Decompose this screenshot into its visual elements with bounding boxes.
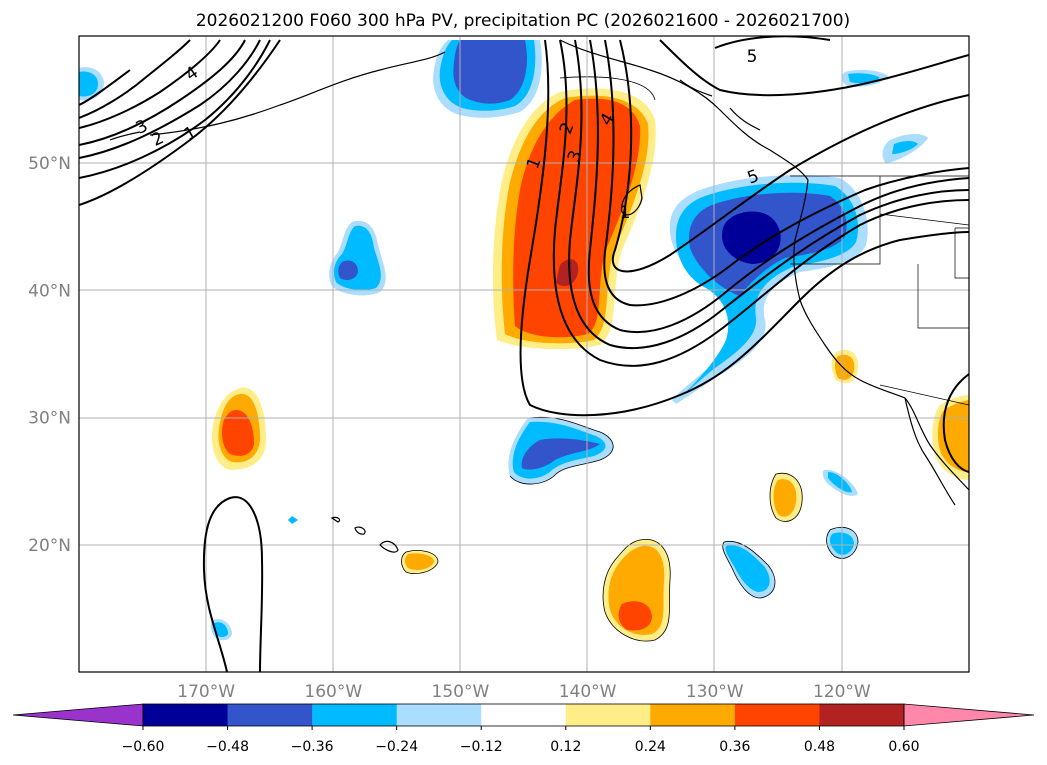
colorbar-tick-label: 0.24 xyxy=(635,739,666,755)
precip-outlines xyxy=(401,76,859,642)
colorbar-segment xyxy=(143,704,229,726)
lon-tick-label: 150°W xyxy=(432,682,490,702)
colorbar-tick-label: −0.24 xyxy=(375,739,418,755)
colorbar-tick-label: −0.12 xyxy=(460,739,503,755)
chart-title: 2026021200 F060 300 hPa PV, precipitatio… xyxy=(196,11,850,31)
colorbar-tick-label: 0.60 xyxy=(888,739,919,755)
colorbar-extend-max xyxy=(903,703,1035,727)
colorbar-tick-label: 0.36 xyxy=(719,739,750,755)
colorbar-tick-label: −0.48 xyxy=(206,739,249,755)
colorbar-tick-label: −0.60 xyxy=(122,739,165,755)
lat-tick-label: 40°N xyxy=(28,281,71,301)
colorbar-outline xyxy=(142,703,905,727)
colorbar-segment xyxy=(734,704,820,726)
precip-central-pacific-negative xyxy=(329,220,386,296)
lat-tick-label: 30°N xyxy=(28,409,71,429)
lon-tick-label: 120°W xyxy=(813,682,871,702)
pv-contours xyxy=(79,36,969,672)
lat-tick-labels: 20°N 30°N 40°N 50°N xyxy=(28,154,71,556)
precip-gulf-alaska-negative xyxy=(433,40,542,118)
lat-tick-label: 50°N xyxy=(28,154,71,174)
colorbar-segment xyxy=(481,704,567,726)
colorbar-segment xyxy=(565,704,651,726)
colorbar-segment xyxy=(819,704,905,726)
colorbar-segment xyxy=(650,704,736,726)
colorbar-tick-label: −0.36 xyxy=(291,739,334,755)
colorbar-extend-min xyxy=(12,703,144,727)
contour-label-5: 5 xyxy=(747,47,758,67)
colorbar-segment xyxy=(227,704,313,726)
colorbar-segment xyxy=(312,704,398,726)
map-frame xyxy=(78,35,970,673)
political-borders xyxy=(790,175,969,406)
colorbar-tick-label: 0.12 xyxy=(550,739,581,755)
contour-label-1b: 1 xyxy=(620,203,631,223)
lon-tick-label: 140°W xyxy=(559,682,617,702)
lon-tick-labels: 170°W 160°W 150°W 140°W 130°W 120°W xyxy=(177,682,871,702)
lon-tick-label: 170°W xyxy=(177,682,235,702)
coastlines xyxy=(109,39,969,553)
lat-tick-label: 20°N xyxy=(28,536,71,556)
lon-tick-label: 160°W xyxy=(304,682,362,702)
precip-west-pacific-positive xyxy=(211,387,266,470)
colorbar: −0.60 −0.48 −0.36 −0.24 −0.12 0.12 0.24 0.36 0.4… xyxy=(12,703,1035,755)
colorbar-tick-label: 0.48 xyxy=(804,739,835,755)
colorbar-segment xyxy=(396,704,482,726)
gridlines xyxy=(79,36,969,672)
precip-south-positive xyxy=(603,539,671,642)
lon-tick-label: 130°W xyxy=(686,682,744,702)
